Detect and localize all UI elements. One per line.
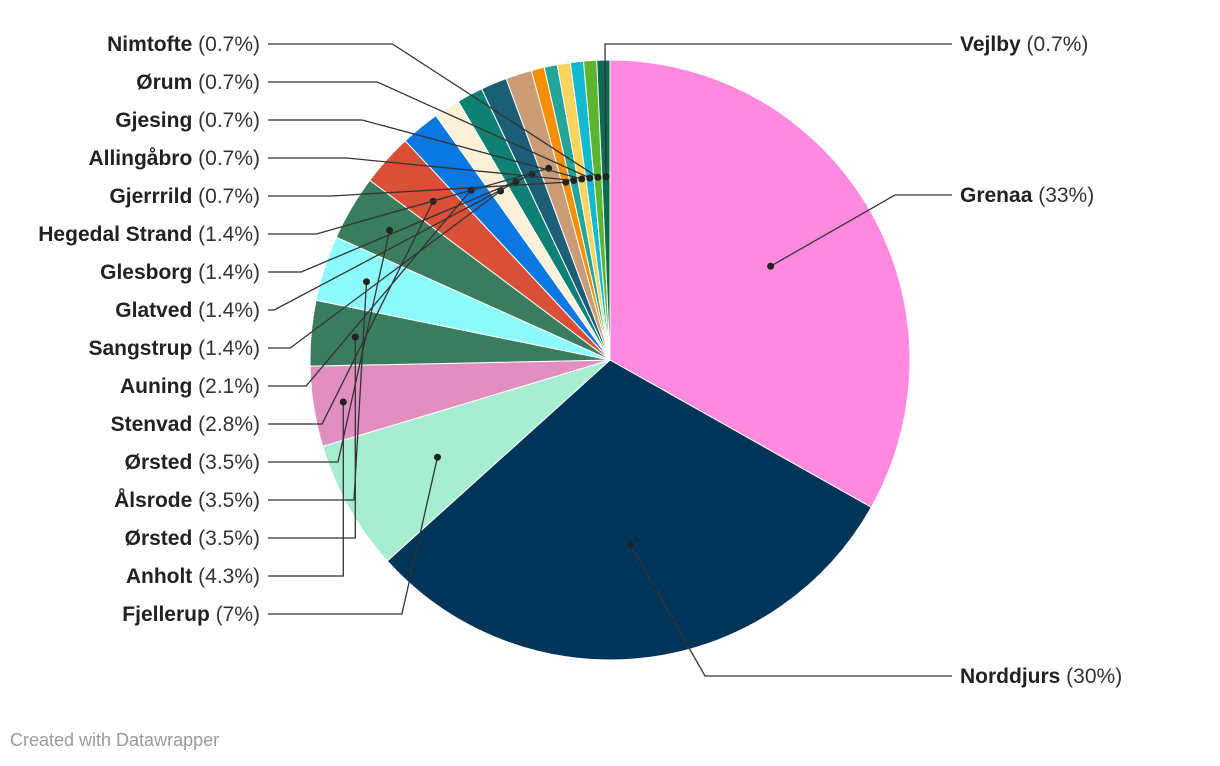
slice-label-rsted-4: Ørsted (3.5%): [125, 527, 260, 550]
slice-label-value: (30%): [1060, 665, 1122, 688]
leader-dot-gjesing-15: [578, 175, 586, 183]
slice-label-gjerrrild-13: Gjerrrild (0.7%): [109, 185, 260, 208]
slice-label-value: (7%): [210, 603, 260, 626]
slice-label-value: (1.4%): [192, 261, 260, 284]
slice-label-value: (4.3%): [192, 565, 260, 588]
slice-label-gjesing-15: Gjesing (0.7%): [115, 109, 260, 132]
slice-label-name: Vejlby: [960, 33, 1021, 56]
leader-line-vejlby-18: [604, 43, 952, 177]
leader-dot-nimtofte-17: [594, 173, 602, 181]
slice-label-value: (3.5%): [192, 451, 260, 474]
leader-dot-rum-16: [586, 174, 594, 182]
datawrapper-credit: Created with Datawrapper: [10, 730, 220, 750]
leader-line-gjerrrild-13: [268, 181, 566, 197]
leader-line-rsted-4: [268, 337, 356, 539]
leader-dot-alling-bro-14: [570, 177, 578, 184]
slice-label-auning-8: Auning (2.1%): [120, 375, 260, 398]
slice-label-name: Allingåbro: [88, 147, 192, 170]
slice-labels: Grenaa (33%) Norddjurs (30%) Fjellerup (7%…: [38, 33, 1122, 688]
leader-dot-fjellerup-2: [434, 453, 441, 461]
slice-label-name: Fjellerup: [122, 603, 210, 626]
slice-label-value: (3.5%): [192, 527, 260, 550]
slice-label-value: (1.4%): [192, 337, 260, 360]
leader-line-glesborg-11: [268, 173, 533, 273]
leader-line-anholt-3: [268, 402, 344, 577]
slice-label-value: (0.7%): [192, 33, 260, 56]
slice-label-value: (0.7%): [192, 71, 260, 94]
leader-line-nimtofte-17: [268, 43, 599, 178]
slice-label-name: Hegedal Strand: [38, 223, 192, 246]
slice-label-grenaa-0: Grenaa (33%): [960, 184, 1094, 207]
slice-label-name: Gjesing: [115, 109, 192, 132]
leader-line-rum-16: [268, 81, 591, 179]
leader-dot-rsted-4: [351, 333, 359, 341]
slice-label-name: Norddjurs: [960, 665, 1060, 688]
slice-label-value: (0.7%): [1021, 33, 1089, 56]
slice-label-value: (1.4%): [192, 299, 260, 322]
leader-line-norddjurs-1: [629, 544, 952, 677]
slice-label-name: Ørsted: [125, 527, 193, 550]
slice-label-name: Glatved: [115, 299, 192, 322]
slice-label-norddjurs-1: Norddjurs (30%): [960, 665, 1122, 688]
slice-label-alling-bro-14: Allingåbro (0.7%): [88, 147, 260, 170]
leader-line-stenvad-7: [268, 201, 434, 425]
pie-slice-grenaa-0[interactable]: [609, 59, 911, 508]
slice-label-name: Glesborg: [100, 261, 192, 284]
slice-label-fjellerup-2: Fjellerup (7%): [122, 603, 260, 626]
slice-label-value: (1.4%): [192, 223, 260, 246]
slice-label-value: (3.5%): [192, 489, 260, 512]
slice-label-stenvad-7: Stenvad (2.8%): [111, 413, 260, 436]
leader-dot-lsrode-5: [363, 278, 370, 286]
slice-label-value: (0.7%): [192, 147, 260, 170]
leader-line-alling-bro-14: [268, 157, 574, 182]
pie-slice-fjellerup-2[interactable]: [322, 359, 611, 562]
slice-label-name: Grenaa: [960, 184, 1033, 207]
slice-label-rsted-6: Ørsted (3.5%): [125, 451, 260, 474]
slice-label-nimtofte-17: Nimtofte (0.7%): [107, 33, 260, 56]
slice-label-value: (2.8%): [192, 413, 260, 436]
slice-label-hegedal-strand-12: Hegedal Strand (1.4%): [38, 223, 260, 246]
slice-label-name: Gjerrrild: [109, 185, 192, 208]
leader-dot-norddjurs-1: [627, 541, 634, 549]
slice-label-glesborg-11: Glesborg (1.4%): [100, 261, 260, 284]
slice-label-name: Ørsted: [125, 451, 193, 474]
leader-dot-vejlby-18: [602, 173, 610, 181]
slice-label-name: Nimtofte: [107, 33, 192, 56]
leader-line-fjellerup-2: [268, 457, 439, 615]
slice-label-name: Auning: [120, 375, 192, 398]
leader-line-glatved-10: [268, 181, 517, 311]
slice-label-name: Ålsrode: [114, 488, 192, 512]
leader-line-auning-8: [268, 189, 472, 387]
leader-lines: [268, 43, 952, 677]
pie-slice-vejlby-18[interactable]: [596, 59, 611, 361]
pie-slices: [309, 59, 911, 661]
slice-label-glatved-10: Glatved (1.4%): [115, 299, 260, 322]
leader-line-sangstrup-9: [268, 190, 501, 349]
leader-dot-rsted-6: [386, 226, 394, 234]
leader-dot-anholt-3: [339, 398, 347, 406]
slice-label-name: Sangstrup: [88, 337, 192, 360]
slice-label-value: (2.1%): [192, 375, 260, 398]
slice-label-value: (0.7%): [192, 109, 260, 132]
slice-label-value: (0.7%): [192, 185, 260, 208]
slice-label-value: (33%): [1032, 184, 1094, 207]
slice-label-sangstrup-9: Sangstrup (1.4%): [88, 337, 260, 360]
pie-slice-norddjurs-1[interactable]: [386, 359, 873, 661]
slice-label-name: Stenvad: [111, 413, 193, 436]
leader-line-hegedal-strand-12: [268, 167, 549, 235]
slice-label-anholt-3: Anholt (4.3%): [126, 565, 260, 588]
slice-label-rum-16: Ørum (0.7%): [136, 71, 260, 94]
slice-label-vejlby-18: Vejlby (0.7%): [960, 33, 1088, 56]
leader-line-gjesing-15: [268, 119, 582, 180]
leader-dot-grenaa-0: [767, 262, 775, 270]
slice-label-lsrode-5: Ålsrode (3.5%): [114, 488, 260, 512]
leader-line-grenaa-0: [770, 194, 952, 267]
slice-label-name: Anholt: [126, 565, 192, 588]
slice-label-name: Ørum: [136, 71, 192, 94]
